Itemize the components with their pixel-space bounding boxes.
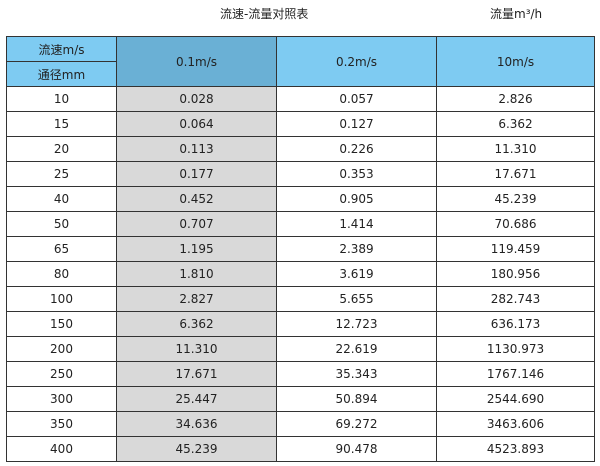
diameter-cell: 50 [6,211,117,237]
flow-cell: 0.064 [116,111,277,137]
table-row: 400 45.239 90.478 4523.893 [6,436,595,462]
flow-cell: 2.826 [436,86,595,112]
diameter-cell: 80 [6,261,117,287]
flow-cell: 11.310 [436,136,595,162]
flow-cell: 1.810 [116,261,277,287]
unit-label: 流量m³/h [490,7,543,21]
table-row: 50 0.707 1.414 70.686 [6,211,595,237]
flow-cell: 282.743 [436,286,595,312]
flow-cell: 2.389 [276,236,437,262]
flow-table: 流速m/s 0.1m/s 0.2m/s 10m/s 通径mm 10 0.028 0.… [6,36,595,462]
diameter-cell: 350 [6,411,117,437]
flow-cell: 25.447 [116,386,277,412]
flow-cell: 90.478 [276,436,437,462]
table-row: 25 0.177 0.353 17.671 [6,161,595,187]
table-row: 200 11.310 22.619 1130.973 [6,336,595,362]
flow-cell: 0.452 [116,186,277,212]
flow-cell: 17.671 [436,161,595,187]
column-header: 10m/s [436,36,595,87]
flow-cell: 119.459 [436,236,595,262]
flow-cell: 4523.893 [436,436,595,462]
diameter-cell: 100 [6,286,117,312]
flow-cell: 0.057 [276,86,437,112]
flow-cell: 0.353 [276,161,437,187]
flow-cell: 17.671 [116,361,277,387]
table-row: 350 34.636 69.272 3463.606 [6,411,595,437]
flow-cell: 1.414 [276,211,437,237]
table-row: 250 17.671 35.343 1767.146 [6,361,595,387]
flow-cell: 22.619 [276,336,437,362]
flow-cell: 0.226 [276,136,437,162]
flow-cell: 180.956 [436,261,595,287]
flow-cell: 5.655 [276,286,437,312]
flow-cell: 0.127 [276,111,437,137]
diameter-header: 通径mm [6,61,117,87]
flow-cell: 0.905 [276,186,437,212]
table-row: 20 0.113 0.226 11.310 [6,136,595,162]
diameter-cell: 300 [6,386,117,412]
flow-cell: 0.707 [116,211,277,237]
flow-cell: 0.028 [116,86,277,112]
flow-cell: 2.827 [116,286,277,312]
table-row: 100 2.827 5.655 282.743 [6,286,595,312]
table-title: 流速-流量对照表 [220,7,309,21]
diameter-cell: 10 [6,86,117,112]
velocity-header: 流速m/s [6,36,117,62]
diameter-cell: 400 [6,436,117,462]
flow-cell: 34.636 [116,411,277,437]
diameter-cell: 200 [6,336,117,362]
table-row: 150 6.362 12.723 636.173 [6,311,595,337]
flow-cell: 0.177 [116,161,277,187]
flow-cell: 45.239 [436,186,595,212]
diameter-cell: 150 [6,311,117,337]
flow-cell: 69.272 [276,411,437,437]
flow-cell: 3.619 [276,261,437,287]
flow-cell: 1130.973 [436,336,595,362]
diameter-cell: 25 [6,161,117,187]
flow-cell: 6.362 [116,311,277,337]
flow-cell: 11.310 [116,336,277,362]
flow-cell: 12.723 [276,311,437,337]
table-row: 65 1.195 2.389 119.459 [6,236,595,262]
table-row: 300 25.447 50.894 2544.690 [6,386,595,412]
table-row: 15 0.064 0.127 6.362 [6,111,595,137]
table-row: 80 1.810 3.619 180.956 [6,261,595,287]
flow-cell: 1767.146 [436,361,595,387]
table-row: 10 0.028 0.057 2.826 [6,86,595,112]
diameter-cell: 65 [6,236,117,262]
flow-cell: 35.343 [276,361,437,387]
flow-cell: 70.686 [436,211,595,237]
flow-cell: 1.195 [116,236,277,262]
flow-cell: 636.173 [436,311,595,337]
header-row: 通径mm [6,61,595,87]
flow-cell: 2544.690 [436,386,595,412]
diameter-cell: 250 [6,361,117,387]
flow-cell: 0.113 [116,136,277,162]
flow-cell: 45.239 [116,436,277,462]
diameter-cell: 20 [6,136,117,162]
diameter-cell: 15 [6,111,117,137]
column-header: 0.2m/s [276,36,437,87]
diameter-cell: 40 [6,186,117,212]
table-row: 40 0.452 0.905 45.239 [6,186,595,212]
column-header: 0.1m/s [116,36,277,87]
flow-cell: 50.894 [276,386,437,412]
header-row: 流速m/s 0.1m/s 0.2m/s 10m/s [6,36,595,87]
flow-cell: 6.362 [436,111,595,137]
flow-cell: 3463.606 [436,411,595,437]
